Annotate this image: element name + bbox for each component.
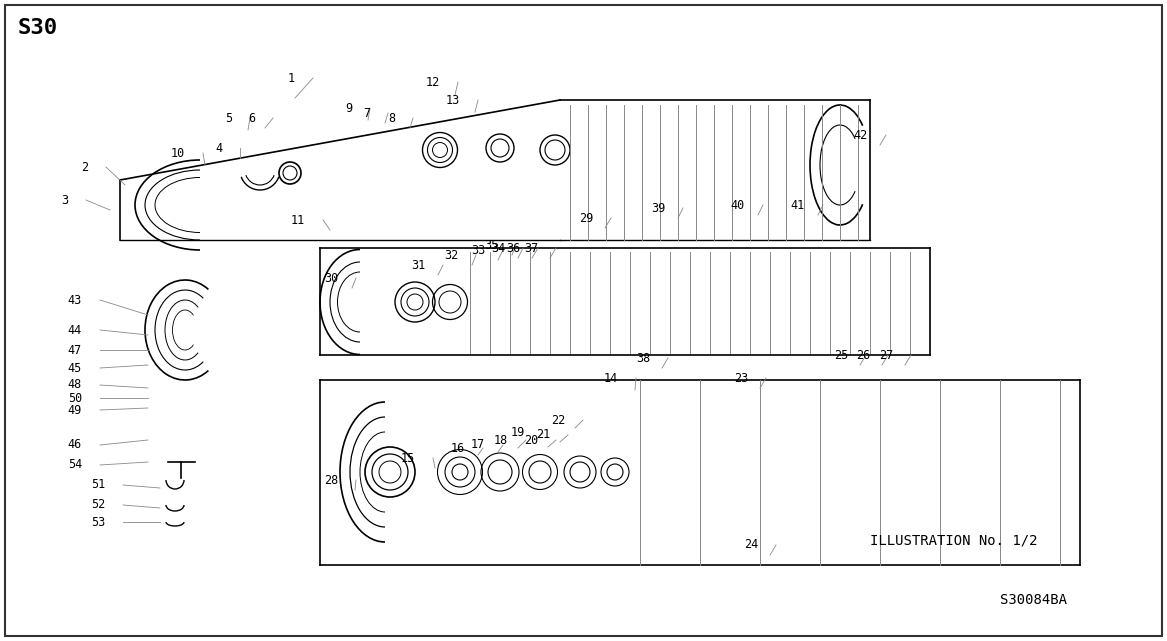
Text: 48: 48 [68, 378, 82, 392]
Text: 35: 35 [484, 238, 498, 251]
Text: 36: 36 [505, 242, 520, 254]
Text: 16: 16 [450, 442, 464, 454]
Text: 19: 19 [511, 426, 525, 440]
Text: 12: 12 [426, 76, 440, 88]
Text: 49: 49 [68, 403, 82, 417]
Text: 8: 8 [387, 112, 394, 124]
Text: 6: 6 [247, 112, 256, 124]
Text: 21: 21 [536, 428, 550, 442]
Text: 46: 46 [68, 438, 82, 451]
Text: 50: 50 [68, 392, 82, 404]
Text: 37: 37 [524, 242, 538, 254]
Text: 38: 38 [636, 351, 650, 365]
Text: 32: 32 [443, 249, 457, 262]
Text: 24: 24 [743, 538, 759, 551]
Text: 28: 28 [323, 474, 338, 487]
Text: 22: 22 [551, 413, 565, 426]
Text: 2: 2 [81, 160, 88, 174]
Text: ILLUSTRATION No. 1/2: ILLUSTRATION No. 1/2 [871, 533, 1037, 547]
Text: 7: 7 [363, 106, 370, 119]
Text: 54: 54 [68, 458, 82, 472]
Text: 9: 9 [345, 101, 352, 115]
Text: S30084BA: S30084BA [1000, 593, 1067, 607]
Text: 23: 23 [734, 372, 748, 385]
Text: 53: 53 [91, 515, 105, 528]
Text: 39: 39 [651, 201, 665, 215]
Text: 15: 15 [400, 451, 415, 465]
Text: 20: 20 [524, 433, 538, 447]
Text: 43: 43 [68, 294, 82, 306]
Text: 10: 10 [170, 147, 186, 160]
Text: 51: 51 [91, 478, 105, 492]
Text: 1: 1 [288, 72, 295, 85]
Text: 14: 14 [603, 372, 619, 385]
Text: 42: 42 [854, 128, 868, 142]
Text: 52: 52 [91, 499, 105, 512]
Text: 5: 5 [225, 112, 232, 124]
Text: 13: 13 [446, 94, 460, 106]
Text: 26: 26 [855, 349, 871, 362]
Text: 18: 18 [494, 433, 508, 447]
Text: 40: 40 [731, 199, 745, 212]
Text: 47: 47 [68, 344, 82, 356]
Text: 30: 30 [323, 272, 338, 285]
Text: 25: 25 [833, 349, 848, 362]
Text: 45: 45 [68, 362, 82, 374]
Text: 33: 33 [470, 244, 485, 256]
Text: 41: 41 [791, 199, 805, 212]
Text: 11: 11 [291, 213, 305, 226]
Text: 17: 17 [470, 438, 485, 451]
Text: 4: 4 [215, 142, 222, 154]
Text: 31: 31 [411, 258, 425, 272]
Text: 27: 27 [879, 349, 893, 362]
Text: 44: 44 [68, 324, 82, 337]
Text: 3: 3 [61, 194, 68, 206]
Text: S30: S30 [18, 18, 58, 38]
Text: 29: 29 [579, 212, 593, 224]
Text: 34: 34 [491, 242, 505, 254]
